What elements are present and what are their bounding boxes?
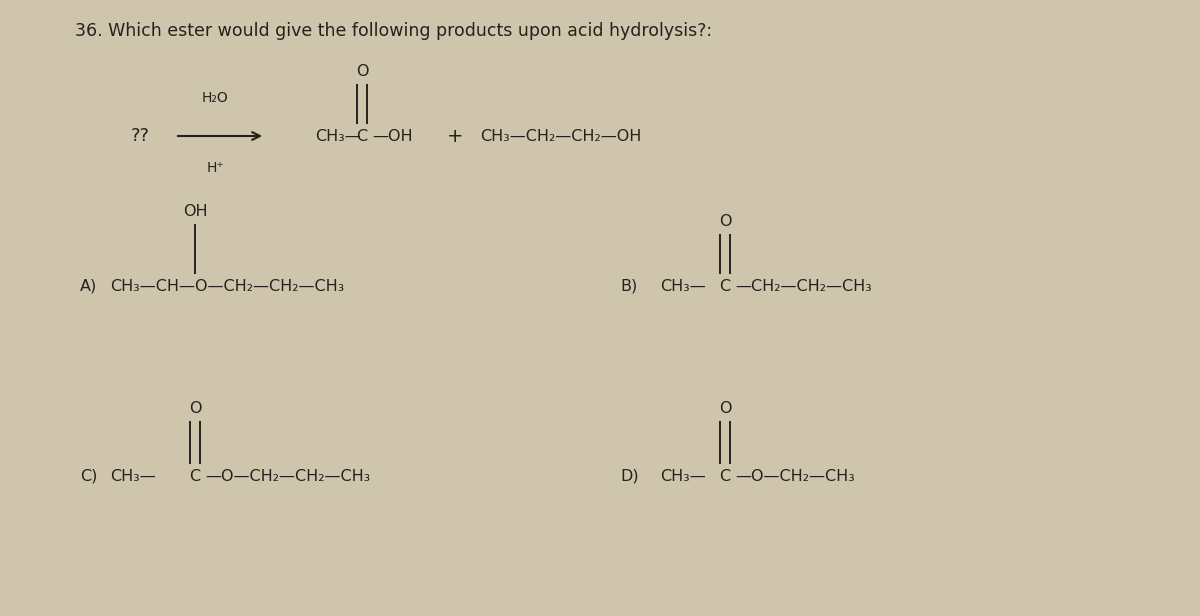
Text: O: O [188,400,202,416]
Text: C: C [720,469,731,484]
Text: OH: OH [182,203,208,219]
Text: C: C [190,469,200,484]
Text: A): A) [80,278,97,293]
Text: O: O [719,400,731,416]
Text: —O—CH₂—CH₂—CH₃: —O—CH₂—CH₂—CH₃ [205,469,371,484]
Text: H₂O: H₂O [202,91,228,105]
Text: O: O [719,214,731,229]
Text: ??: ?? [131,127,150,145]
Text: H⁺: H⁺ [206,161,224,175]
Text: D): D) [620,469,638,484]
Text: 36. Which ester would give the following products upon acid hydrolysis?:: 36. Which ester would give the following… [74,22,712,40]
Text: —CH₂—CH₂—CH₃: —CH₂—CH₂—CH₃ [734,278,871,293]
Text: CH₃—: CH₃— [660,278,706,293]
Text: O: O [355,63,368,78]
Text: CH₃—: CH₃— [110,469,156,484]
Text: CH₃—: CH₃— [660,469,706,484]
Text: C: C [720,278,731,293]
Text: B): B) [620,278,637,293]
Text: —O—CH₂—CH₃: —O—CH₂—CH₃ [734,469,854,484]
Text: CH₃—: CH₃— [314,129,361,144]
Text: CH₃—CH—O—CH₂—CH₂—CH₃: CH₃—CH—O—CH₂—CH₂—CH₃ [110,278,344,293]
Text: C): C) [80,469,97,484]
Text: C: C [356,129,367,144]
Text: +: + [446,126,463,145]
Text: CH₃—CH₂—CH₂—OH: CH₃—CH₂—CH₂—OH [480,129,641,144]
Text: —OH: —OH [372,129,413,144]
